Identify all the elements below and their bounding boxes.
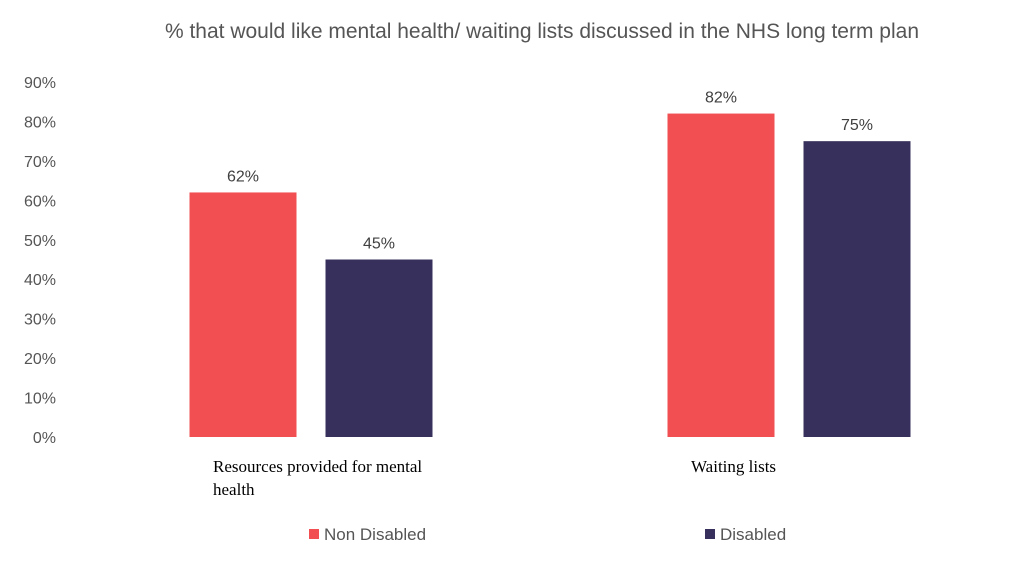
- legend-swatch: [705, 529, 715, 539]
- data-label: 82%: [705, 90, 737, 107]
- legend: Non Disabled Disabled: [309, 525, 786, 544]
- legend-label: Disabled: [720, 525, 786, 544]
- y-tick-label: 20%: [24, 351, 56, 368]
- y-tick-label: 70%: [24, 154, 56, 171]
- legend-swatch: [309, 529, 319, 539]
- y-axis: 0% 10% 20% 30% 40% 50% 60% 70% 80% 90%: [24, 75, 56, 447]
- data-label: 62%: [227, 168, 259, 185]
- category-label: Resources provided for mental: [213, 457, 422, 476]
- legend-label: Non Disabled: [324, 525, 426, 544]
- bar: [325, 259, 433, 437]
- y-tick-label: 0%: [33, 430, 56, 447]
- y-tick-label: 50%: [24, 233, 56, 250]
- category-label: Waiting lists: [691, 457, 776, 476]
- chart-title: % that would like mental health/ waiting…: [165, 20, 919, 43]
- y-tick-label: 80%: [24, 114, 56, 131]
- y-tick-label: 40%: [24, 272, 56, 289]
- y-tick-label: 30%: [24, 312, 56, 329]
- bars: 62% 82% 45% 75%: [189, 90, 911, 438]
- bar: [803, 141, 911, 437]
- y-tick-label: 90%: [24, 75, 56, 92]
- bar: [667, 113, 775, 438]
- data-label: 75%: [841, 117, 873, 134]
- y-tick-label: 10%: [24, 391, 56, 408]
- bar: [189, 192, 297, 437]
- y-tick-label: 60%: [24, 193, 56, 210]
- data-label: 45%: [363, 236, 395, 253]
- category-labels: Resources provided for mental health Waiti…: [213, 457, 776, 499]
- category-label: health: [213, 480, 255, 499]
